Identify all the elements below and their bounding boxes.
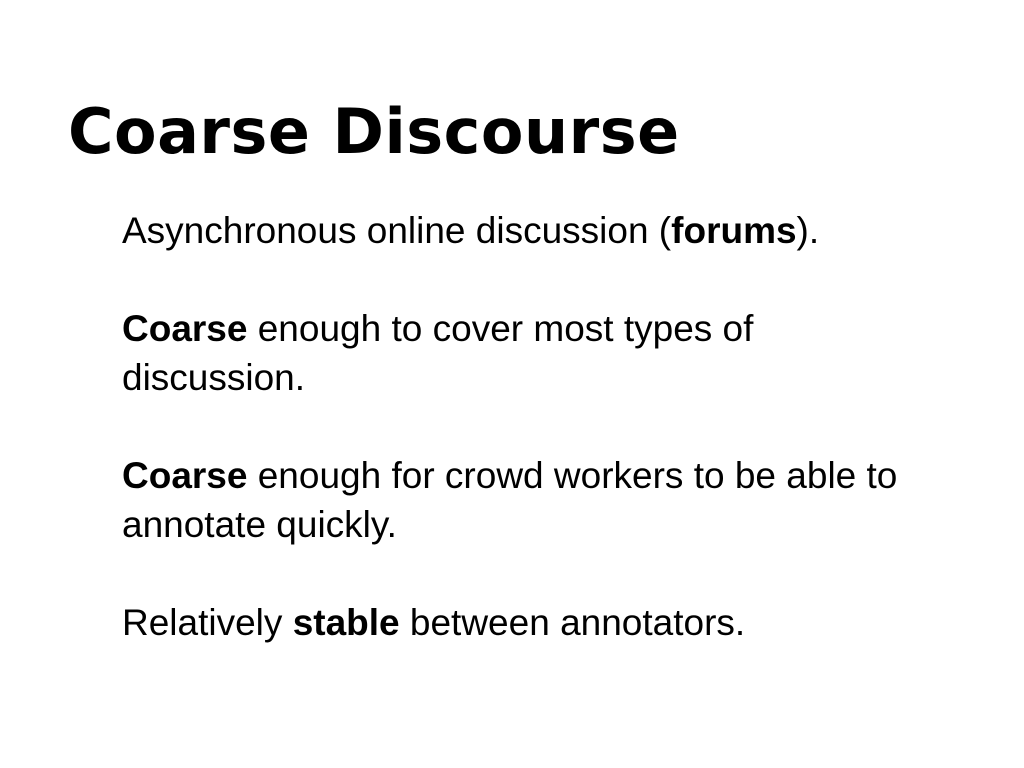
slide-body: Asynchronous online discussion (forums).… bbox=[122, 206, 922, 696]
bullet-stability-bold: stable bbox=[292, 602, 400, 643]
bullet-forums-text-after: ). bbox=[796, 210, 820, 251]
bullet-crowd-workers-bold: Coarse bbox=[122, 455, 248, 496]
bullet-stability-text-before: Relatively bbox=[122, 602, 293, 643]
bullet-coverage: Coarse enough to cover most types of dis… bbox=[122, 304, 922, 402]
slide-title: Coarse Discourse bbox=[68, 95, 680, 168]
bullet-coverage-bold: Coarse bbox=[122, 308, 248, 349]
bullet-forums-bold: forums bbox=[671, 210, 797, 251]
bullet-forums-text-before: Asynchronous online discussion ( bbox=[122, 210, 672, 251]
bullet-crowd-workers-text-after: enough for crowd workers to be able to a… bbox=[122, 455, 898, 545]
bullet-crowd-workers: Coarse enough for crowd workers to be ab… bbox=[122, 451, 922, 549]
bullet-forums: Asynchronous online discussion (forums). bbox=[122, 206, 922, 255]
bullet-coverage-text-after: enough to cover most types of discussion… bbox=[122, 308, 754, 398]
bullet-stability: Relatively stable between annotators. bbox=[122, 598, 922, 647]
bullet-stability-text-after: between annotators. bbox=[399, 602, 746, 643]
